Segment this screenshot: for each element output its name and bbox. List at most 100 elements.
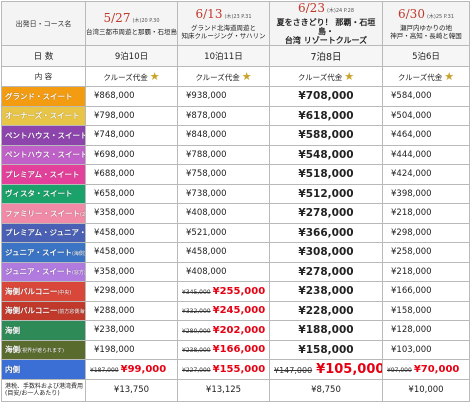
price-cell: ¥788,000: [177, 144, 270, 165]
price-cell: ¥512,000: [269, 183, 383, 204]
price-cell: ¥521,000: [177, 222, 270, 243]
sale-price: ¥202,000: [212, 324, 266, 336]
price-cell: ¥103,000: [382, 339, 470, 360]
price-cell: ¥504,000: [382, 105, 470, 126]
cruise-route: 夏をさきどり！ 那覇・石垣島・ 台湾 リゾートクルーズ: [276, 18, 376, 45]
cabin-category: オーナーズ・スイート: [1, 105, 86, 126]
price-cell: ¥878,000: [177, 105, 270, 126]
price-cell: ¥238,000: [85, 320, 178, 341]
price-cell: ¥938,000: [177, 86, 270, 107]
cabin-category: ファミリー・スイート(2ベッドルーム): [1, 203, 86, 224]
days-label: 日 数: [1, 45, 86, 67]
price-cell: ¥258,000: [382, 242, 470, 263]
cabin-category: ジュニア・スイート(窓方海側): [1, 261, 86, 282]
price-cell: ¥288,000: [85, 300, 178, 321]
cabin-category: プレミアム・スイート: [1, 164, 86, 185]
cruise-price-table: 出発日・コース名 5/27 (木)20 P.30 台湾三都市周遊と那覇・石垣島 6…: [1, 1, 470, 402]
price-cell: ¥308,000: [269, 242, 383, 263]
price-cell: ¥588,000: [269, 125, 383, 146]
cabin-note: (2ベッドルーム): [80, 211, 86, 218]
price-cell: ¥166,000: [382, 281, 470, 302]
discount-price-cell: ¥97,000 ¥70,000: [382, 359, 470, 380]
footer-row: 港税、手数料および港湾費用 (目安/お一人あたり) ¥13,750 ¥13,12…: [1, 378, 470, 402]
days-value: 5泊6日: [382, 45, 470, 67]
price-cell: ¥798,000: [85, 105, 178, 126]
original-price: ¥238,000: [182, 347, 211, 355]
cruise-code: (木)20 P.30: [132, 17, 160, 24]
cabin-note: (中央): [57, 289, 72, 296]
price-cell: ¥708,000: [269, 86, 383, 107]
days-value: 9泊10日: [85, 45, 178, 67]
footer-value: ¥13,750: [85, 378, 178, 402]
cruise-date: 6/30: [398, 6, 425, 21]
price-cell: ¥158,000: [269, 339, 383, 360]
cabin-row: 海側バルコニー(前方窓側海側)¥288,000¥332,000¥245,000¥…: [1, 300, 470, 321]
price-cell: ¥218,000: [382, 203, 470, 224]
cabin-row-inside: 内側 ¥187,000 ¥99,000 ¥227,000 ¥155,000 ¥147,00…: [1, 359, 470, 380]
cabin-row: プレミアム・スイート ¥688,000 ¥758,000 ¥518,000 ¥424,0…: [1, 164, 470, 185]
price-cell: ¥748,000: [85, 125, 178, 146]
price-cell: ¥464,000: [382, 125, 470, 146]
cruise-code: (木)24 P.28: [326, 8, 354, 14]
cabin-row: プレミアム・ジュニア・スイート¥458,000¥521,000¥366,000¥…: [1, 222, 470, 243]
cruise-route: 台湾三都市周遊と那覇・石垣島: [86, 27, 177, 36]
price-cell: ¥518,000: [269, 164, 383, 185]
cabin-name: 海側: [5, 345, 20, 355]
cruise-code: (木)23 P.31: [224, 13, 252, 20]
footer-value: ¥8,750: [269, 378, 383, 402]
cabin-row: 海側(視界が遮られます) ¥198,000 ¥238,000 ¥166,000 ¥158…: [1, 339, 470, 360]
days-row: 日 数 9泊10日 10泊11日 7泊8日 5泊6日: [1, 45, 470, 67]
cruise-code: (木)25 P.31: [426, 13, 454, 20]
cabin-row: ファミリー・スイート(2ベッドルーム)¥358,000¥408,000¥278,…: [1, 203, 470, 224]
price-cell: ¥458,000: [177, 242, 270, 263]
cruise-header-2: 6/13 (木)23 P.31 グランド北海道周遊と 知床クルージング・サハリン: [177, 1, 270, 46]
cabin-name: 海側バルコニー: [5, 306, 58, 316]
cabin-category: 海側バルコニー(前方窓側海側): [1, 300, 86, 321]
discount-price-cell: ¥332,000 ¥245,000: [177, 300, 270, 321]
price-cell: ¥868,000: [85, 86, 178, 107]
footer-value: ¥13,125: [177, 378, 270, 402]
sale-price: ¥155,000: [212, 363, 266, 375]
cabin-name: 内側: [5, 364, 20, 374]
cabin-category: ヴィスタ・スイート: [1, 183, 86, 204]
cruise-date: 5/27: [103, 10, 131, 25]
contents-value: クルーズ代金: [397, 73, 443, 82]
price-cell: ¥424,000: [382, 164, 470, 185]
days-value: 10泊11日: [177, 45, 270, 67]
price-cell: ¥658,000: [85, 183, 178, 204]
discount-price-cell: ¥280,000 ¥202,000: [177, 320, 270, 341]
cabin-rows: グランド・スイート ¥868,000 ¥938,000 ¥708,000 ¥584,00…: [1, 86, 470, 380]
contents-value: クルーズ代金: [103, 73, 148, 82]
header-row: 出発日・コース名 5/27 (木)20 P.30 台湾三都市周遊と那覇・石垣島 6…: [1, 1, 470, 46]
sale-price: ¥166,000: [212, 344, 266, 356]
cabin-name: プレミアム・ジュニア・スイート: [5, 228, 86, 238]
price-cell: ¥358,000: [85, 261, 178, 282]
cabin-row: ペントハウス・スイート(中央)¥698,000¥788,000¥548,000¥…: [1, 144, 470, 165]
original-price: ¥187,000: [90, 366, 119, 374]
cruise-header-4: 6/30 (木)25 P.31 瀬戸内ゆかりの地 神戸・高知・長崎と韓国: [382, 1, 470, 46]
footer-value: ¥10,000: [382, 378, 470, 402]
price-cell: ¥358,000: [85, 203, 178, 224]
cabin-name: ファミリー・スイート: [5, 208, 80, 218]
cabin-category: ペントハウス・スイート(中央): [1, 144, 86, 165]
cabin-name: 海側: [5, 325, 20, 335]
cruise-route: グランド北海道周遊と 知床クルージング・サハリン: [181, 23, 266, 40]
contents-value: クルーズ代金: [195, 73, 240, 82]
contents-cell: クルーズ代金 ★: [382, 66, 470, 87]
cabin-note: (海側): [71, 250, 86, 257]
cabin-row: 海側バルコニー(中央) ¥298,000 ¥345,000 ¥255,000 ¥238,…: [1, 281, 470, 302]
price-cell: ¥584,000: [382, 86, 470, 107]
cabin-row: ジュニア・スイート(海側) ¥458,000 ¥458,000 ¥308,000 ¥25…: [1, 242, 470, 263]
original-price: ¥97,000: [387, 366, 412, 374]
price-cell: ¥188,000: [269, 320, 383, 341]
days-value: 7泊8日: [269, 45, 383, 67]
cabin-row: ペントハウス・スイート(海側)¥748,000¥848,000¥588,000¥…: [1, 125, 470, 146]
price-cell: ¥298,000: [382, 222, 470, 243]
price-cell: ¥198,000: [85, 339, 178, 360]
cabin-category: ペントハウス・スイート(海側): [1, 125, 86, 146]
cabin-category: 海側バルコニー(中央): [1, 281, 86, 302]
contents-cell: クルーズ代金 ★: [269, 66, 383, 87]
original-price: ¥280,000: [182, 327, 211, 335]
price-cell: ¥298,000: [85, 281, 178, 302]
price-cell: ¥738,000: [177, 183, 270, 204]
